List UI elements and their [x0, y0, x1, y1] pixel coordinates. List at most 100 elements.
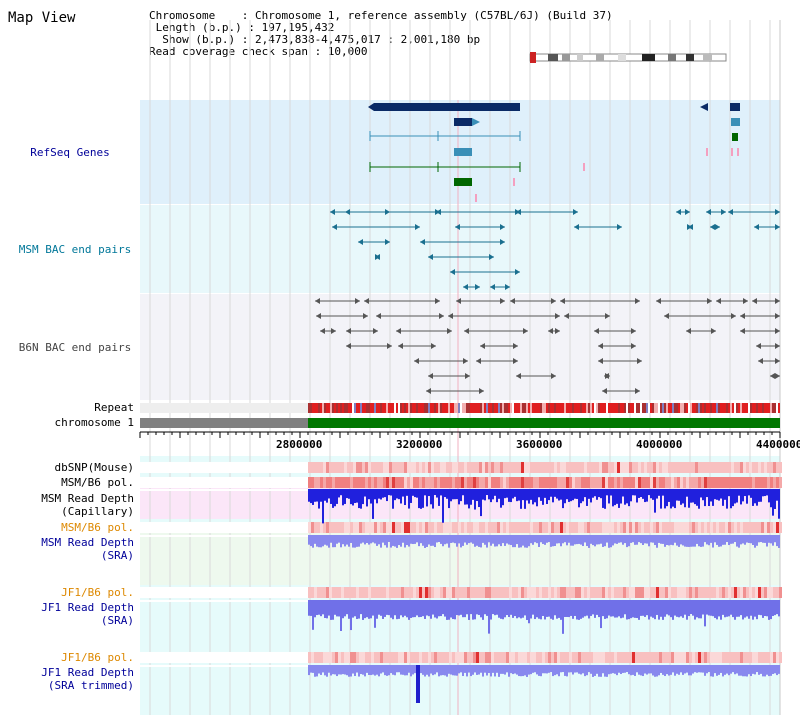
msm-bac-pair-end	[489, 254, 494, 260]
msm-pol1-track-cell	[554, 477, 557, 488]
jf1-depth-sra-bar	[450, 600, 452, 618]
msm-depth-capillary-bar	[684, 489, 686, 508]
msm-depth-capillary-bar	[610, 489, 612, 496]
msm-depth-sra-bar	[412, 535, 414, 545]
msm-depth-capillary-bar	[770, 489, 772, 508]
jf1-pol2-track-cell	[545, 652, 548, 663]
dbsnp-track-cell	[626, 462, 629, 473]
msm-depth-sra-bar	[538, 535, 540, 547]
dbsnp-track-cell	[761, 462, 764, 473]
msm-depth-sra-bar	[728, 535, 730, 546]
repeat-mark	[546, 403, 548, 413]
jf1-pol1-track-cell	[584, 587, 587, 598]
msm-depth-sra-bar	[560, 535, 562, 547]
msm-pol2-track-cell	[416, 522, 419, 533]
depth-spike	[416, 665, 420, 703]
jf1-pol2-track-cell	[482, 652, 485, 663]
jf1-pol1-track-cell	[704, 587, 707, 598]
repeat-mark	[576, 403, 578, 413]
jf1-depth-sra-bar	[500, 600, 502, 619]
dbsnp-track-cell	[740, 462, 743, 473]
msm-depth-capillary-bar	[366, 489, 368, 507]
jf1-depth-sra-bar	[640, 600, 642, 616]
jf1-depth-sra-bar	[422, 600, 424, 617]
msm-depth-sra-bar	[528, 535, 530, 547]
jf1-depth-trimmed-bar	[766, 665, 768, 675]
jf1-pol2-track-cell	[377, 652, 380, 663]
jf1-pol2-track-cell	[572, 652, 575, 663]
jf1-depth-sra-bar	[360, 600, 362, 615]
msm-pol1-track-cell	[416, 477, 419, 488]
repeat-mark	[622, 403, 624, 413]
msm-depth-capillary-bar	[644, 489, 646, 503]
jf1-depth-trimmed-bar	[422, 665, 424, 675]
msm-depth-sra-bar	[674, 535, 676, 543]
repeat-mark	[388, 403, 390, 413]
jf1-depth-sra-bar	[554, 600, 556, 616]
jf1-depth-sra-bar	[558, 600, 560, 618]
repeat-mark	[698, 403, 700, 413]
msm-depth-sra-bar	[608, 535, 610, 548]
dbsnp-track-empty	[140, 462, 308, 473]
jf1-pol1-track-cell	[431, 587, 434, 598]
msm-pol2-track-cell	[719, 522, 722, 533]
jf1-depth-trimmed-bar	[586, 665, 588, 676]
jf1-depth-trimmed-bar	[618, 665, 620, 673]
msm-depth-sra-bar	[702, 535, 704, 547]
jf1-depth-sra-bar	[470, 600, 472, 615]
msm-bac-pair-end	[706, 209, 711, 215]
jf1-pol2-track-cell	[683, 652, 686, 663]
dbsnp-track-cell	[716, 462, 719, 473]
jf1-depth-sra-bar	[506, 600, 508, 616]
msm-depth-capillary-bar	[342, 489, 344, 506]
repeat-mark	[718, 403, 720, 413]
repeat-mark	[450, 403, 452, 413]
jf1-depth-sra-bar	[672, 600, 674, 620]
msm-pol2-track-cell	[500, 522, 503, 533]
repeat-mark	[776, 403, 778, 413]
dbsnp-track-cell	[347, 462, 350, 473]
jf1-depth-trimmed-bar	[548, 665, 550, 673]
msm-pol1-track-cell	[773, 477, 776, 488]
jf1-pol2-track-cell	[743, 652, 746, 663]
repeat-mark	[378, 403, 380, 413]
jf1-pol1-track-cell	[530, 587, 533, 598]
jf1-depth-sra-bar	[724, 600, 726, 618]
msm-pol1-track-cell	[437, 477, 440, 488]
b6n-bac-pair-end	[598, 358, 603, 364]
msm-depth-sra-bar	[734, 535, 736, 543]
msm-pol2-track-cell	[437, 522, 440, 533]
dbsnp-track-cell	[428, 462, 431, 473]
repeat-mark	[560, 403, 562, 413]
repeat-mark	[512, 403, 514, 413]
repeat-mark	[386, 403, 388, 413]
jf1-pol1-track-cell	[728, 587, 731, 598]
msm-pol1-track-empty	[140, 477, 308, 488]
msm-pol2-track-cell	[632, 522, 635, 533]
msm-pol2-track-cell	[725, 522, 728, 533]
repeat-mark	[518, 403, 520, 413]
jf1-pol2-track-cell	[314, 652, 317, 663]
msm-depth-capillary-bar	[458, 489, 460, 505]
jf1-pol1-track-cell	[419, 587, 422, 598]
jf1-pol1-track-cell	[632, 587, 635, 598]
jf1-depth-trimmed-bar	[342, 665, 344, 675]
jf1-depth-sra-bar	[494, 600, 496, 616]
b6n-bac-pair-end	[743, 298, 748, 304]
jf1-pol1-track-cell	[464, 587, 467, 598]
msm-pol2-track-cell	[407, 522, 410, 533]
dbsnp-track-cell	[575, 462, 578, 473]
msm-depth-capillary-bar	[374, 489, 376, 500]
jf1-depth-trimmed-bar	[428, 665, 430, 677]
repeat-mark	[352, 403, 354, 413]
msm-depth-capillary-bar	[558, 489, 560, 501]
dbsnp-track-cell	[344, 462, 347, 473]
msm-depth-capillary-bar	[580, 489, 582, 504]
repeat-mark	[506, 403, 508, 413]
msm-bac-pair-end	[715, 224, 720, 230]
msm-pol2-track-cell	[776, 522, 779, 533]
repeat-mark	[578, 403, 580, 413]
b6n-bac-pair-end	[346, 343, 351, 349]
jf1-pol1-track-cell	[650, 587, 653, 598]
